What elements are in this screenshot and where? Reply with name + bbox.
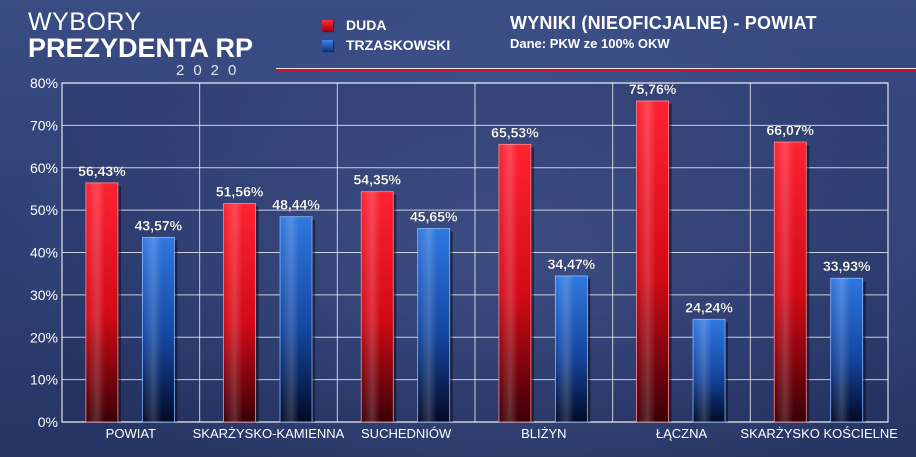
y-tick-label: 60% (30, 160, 58, 176)
y-tick-label: 30% (30, 287, 58, 303)
election-logo: WYBORY PREZYDENTA RP 2020 (28, 8, 254, 80)
bars-layer (85, 100, 866, 423)
bar-highlight (223, 203, 256, 422)
x-tick-label: ŁĄCZNA (656, 426, 708, 441)
y-tick-label: 10% (30, 372, 58, 388)
bar-highlight (498, 144, 531, 422)
y-tick-label: 80% (30, 75, 58, 91)
x-tick-label: POWIAT (106, 426, 156, 441)
data-label-trzaskowski: 34,47% (548, 256, 596, 272)
data-label-trzaskowski: 33,93% (823, 258, 871, 274)
logo-line-1: WYBORY (28, 8, 142, 36)
bar-highlight (361, 191, 394, 422)
x-tick-label: SUCHEDNIÓW (361, 426, 452, 441)
data-label-trzaskowski: 43,57% (135, 217, 183, 233)
legend-label-trzaskowski: TRZASKOWSKI (346, 37, 451, 53)
x-tick-label: SKARŻYSKO-KAMIENNA (193, 426, 345, 441)
logo-line-2: PREZYDENTA RP (28, 33, 254, 63)
data-label-duda: 75,76% (629, 81, 677, 97)
labels-layer: 56,43% 43,57% POWIAT 51,56% 48,44% SKARŻYSKO-… (78, 81, 898, 441)
legend-label-duda: DUDA (346, 17, 387, 33)
y-tick-label: 0% (38, 414, 58, 430)
data-label-trzaskowski: 48,44% (272, 197, 320, 213)
header-rule (276, 68, 916, 71)
data-label-duda: 54,35% (354, 172, 402, 188)
chart-title: WYNIKI (NIEOFICJALNE) - POWIAT (510, 13, 817, 33)
grid-layer: 0% 10% 20% 30% 40% 50% 60% 70% 80% (30, 75, 889, 430)
logo-year: 2020 (176, 62, 246, 79)
bar-highlight (636, 100, 669, 422)
bar-highlight (85, 182, 118, 422)
legend-item-duda: DUDA (322, 17, 386, 33)
y-tick-label: 40% (30, 245, 58, 261)
data-label-duda: 65,53% (491, 124, 539, 140)
legend-swatch-trzaskowski (322, 39, 333, 51)
bar-highlight (693, 319, 726, 422)
x-tick-label: BLIŻYN (521, 426, 567, 441)
data-label-trzaskowski: 24,24% (685, 299, 733, 315)
y-tick-label: 70% (30, 117, 58, 133)
chart-source: Dane: PKW ze 100% OKW (510, 36, 670, 51)
bar-highlight (142, 237, 175, 422)
y-tick-label: 20% (30, 329, 58, 345)
legend-item-trzaskowski: TRZASKOWSKI (322, 37, 450, 53)
y-tick-label: 50% (30, 202, 58, 218)
legend-swatch-duda (322, 19, 333, 31)
bar-highlight (774, 142, 807, 422)
bar-highlight (555, 275, 588, 422)
data-label-duda: 66,07% (767, 122, 815, 138)
data-label-trzaskowski: 45,65% (410, 209, 458, 225)
data-label-duda: 51,56% (216, 184, 264, 200)
bar-highlight (417, 228, 450, 422)
bar-highlight (280, 216, 313, 422)
data-label-duda: 56,43% (78, 163, 126, 179)
x-tick-label: SKARŻYSKO KOŚCIELNE (740, 426, 898, 441)
bar-highlight (830, 278, 863, 422)
